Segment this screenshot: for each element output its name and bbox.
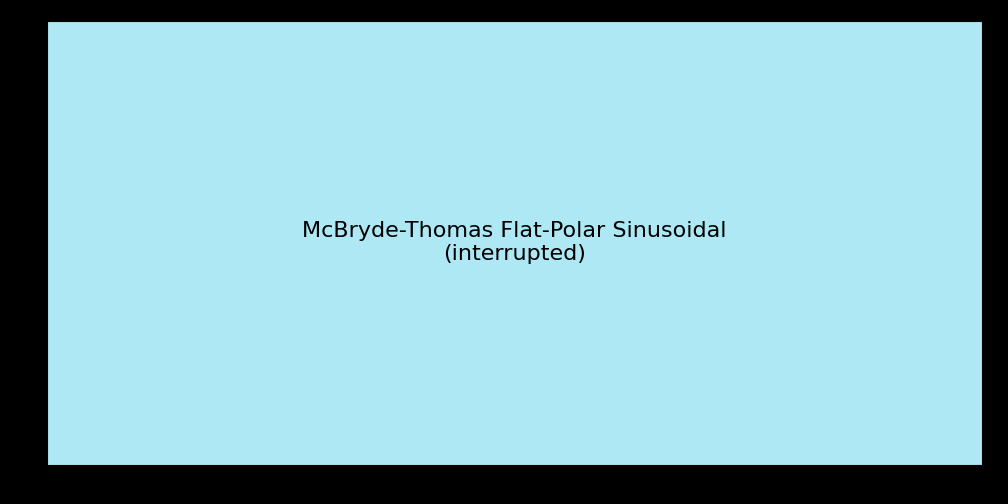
- Text: McBryde-Thomas Flat-Polar Sinusoidal
(interrupted): McBryde-Thomas Flat-Polar Sinusoidal (in…: [302, 221, 727, 265]
